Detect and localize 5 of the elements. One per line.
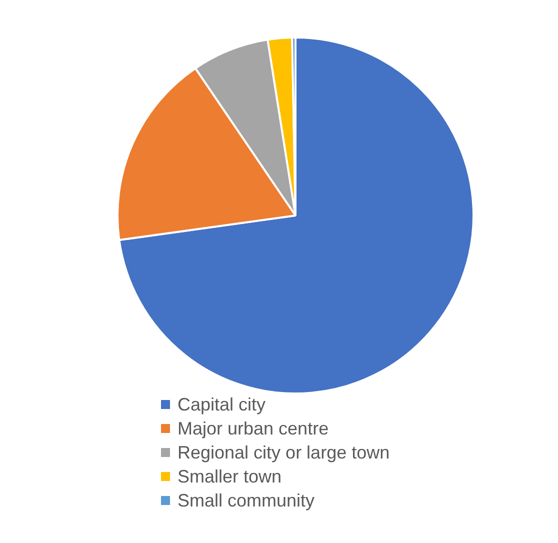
legend-label: Small community: [178, 490, 315, 510]
legend-label: Capital city: [178, 394, 266, 414]
legend-label: Major urban centre: [178, 418, 329, 438]
legend-label: Regional city or large town: [178, 442, 390, 462]
legend-label: Smaller town: [178, 466, 282, 486]
